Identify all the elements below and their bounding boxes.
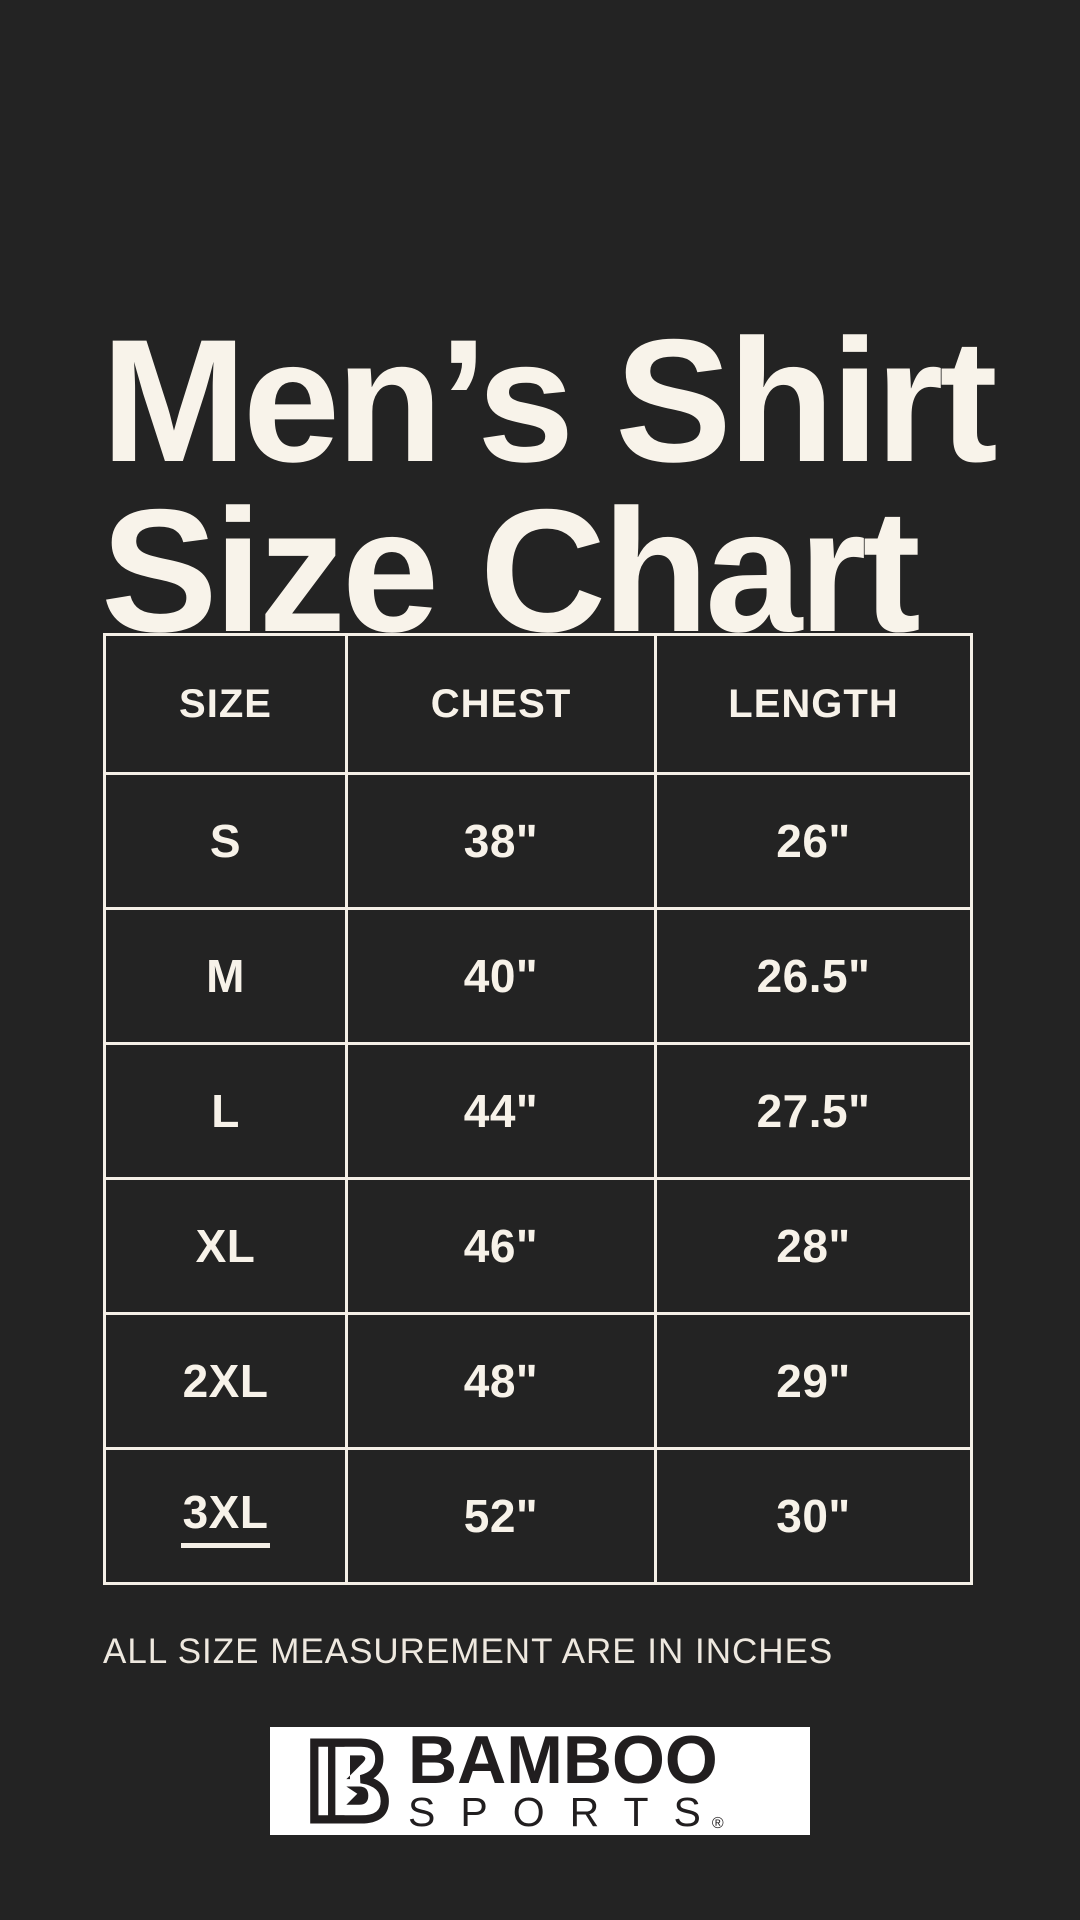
- cell-chest: 38": [345, 772, 657, 910]
- cell-size: 2XL: [103, 1312, 348, 1450]
- cell-chest: 48": [345, 1312, 657, 1450]
- table-row-m: M 40" 26.5": [103, 907, 973, 1045]
- bamboo-sports-logo: BAMBOO SPORTS ®: [270, 1721, 810, 1835]
- units-note: ALL SIZE MEASUREMENT ARE IN INCHES: [103, 1632, 834, 1671]
- table-row-s: S 38" 26": [103, 772, 973, 910]
- column-header-chest: CHEST: [345, 633, 657, 775]
- cell-chest: 52": [345, 1447, 657, 1585]
- cell-chest: 44": [345, 1042, 657, 1180]
- logo-subbrand-text: SPORTS: [408, 1788, 726, 1835]
- page-title-line2: Size Chart: [101, 474, 921, 670]
- cell-chest: 40": [345, 907, 657, 1045]
- registered-trademark-icon: ®: [711, 1814, 724, 1832]
- logo-brand-text: BAMBOO: [408, 1721, 718, 1798]
- cell-size: L: [103, 1042, 348, 1180]
- cell-size-underlined: 3XL: [180, 1485, 271, 1548]
- size-chart-table: SIZE CHEST LENGTH S 38" 26" M 40" 26.5" …: [103, 633, 973, 1585]
- table-header-row: SIZE CHEST LENGTH: [103, 633, 973, 775]
- cell-length: 27.5": [654, 1042, 973, 1180]
- cell-size: S: [103, 772, 348, 910]
- cell-length: 28": [654, 1177, 973, 1315]
- column-header-length: LENGTH: [654, 633, 973, 775]
- cell-length: 30": [654, 1447, 973, 1585]
- column-header-size: SIZE: [103, 633, 348, 775]
- cell-length: 26": [654, 772, 973, 910]
- logo-wordmark: BAMBOO SPORTS ®: [408, 1721, 726, 1835]
- table-row-xl: XL 46" 28": [103, 1177, 973, 1315]
- page-title: Men’s Shirt Size Chart: [101, 304, 998, 670]
- bamboo-b-monogram-icon: [310, 1738, 389, 1824]
- cell-size: 3XL: [103, 1447, 348, 1585]
- table-row-3xl: 3XL 52" 30": [103, 1447, 973, 1585]
- cell-size: M: [103, 907, 348, 1045]
- cell-length: 29": [654, 1312, 973, 1450]
- page-title-line1: Men’s Shirt: [101, 304, 998, 500]
- cell-size: XL: [103, 1177, 348, 1315]
- table-row-l: L 44" 27.5": [103, 1042, 973, 1180]
- cell-length: 26.5": [654, 907, 973, 1045]
- cell-chest: 46": [345, 1177, 657, 1315]
- table-row-2xl: 2XL 48" 29": [103, 1312, 973, 1450]
